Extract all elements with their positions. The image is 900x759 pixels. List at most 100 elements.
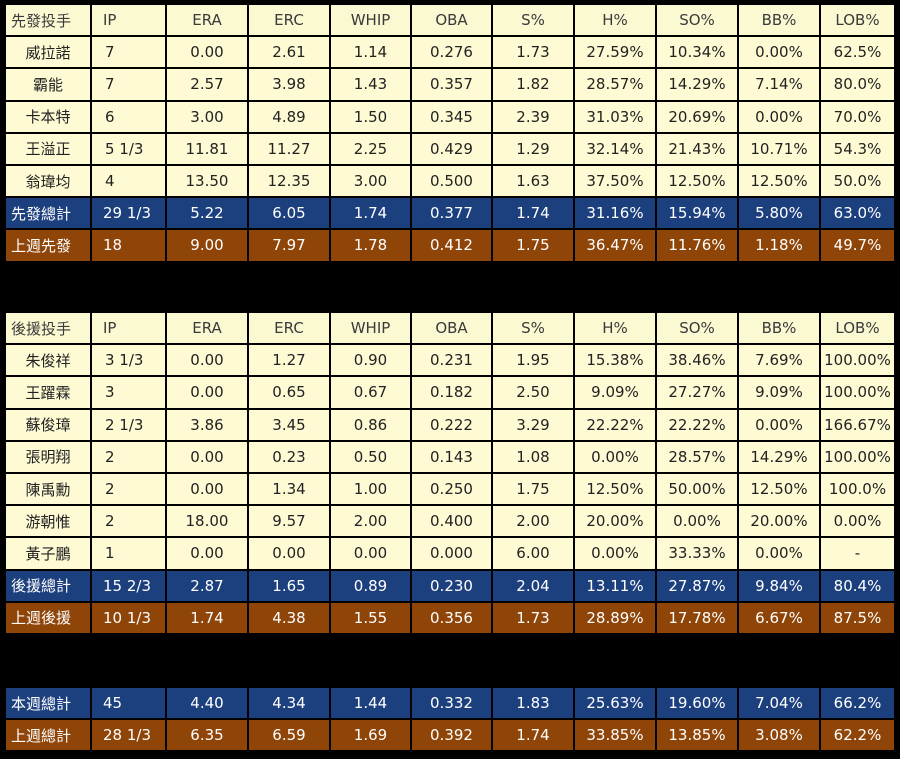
stat-cell: ERA [166,4,248,37]
stat-cell: 2 [91,440,166,473]
stat-cell: 0.00 [166,36,248,69]
last-week-total-row: 上週總計 28 1/3 6.35 6.59 1.69 0.392 1.74 33.85% 13.… [5,719,895,752]
stat-cell: 11.76% [656,229,738,262]
stat-cell: 15.38% [574,344,656,377]
stat-cell: 27.87% [656,569,738,602]
stat-cell: 6.00 [492,537,574,570]
stat-cell: 9.09% [738,376,820,409]
stat-cell: 0.00 [166,537,248,570]
stat-cell: 2.50 [492,376,574,409]
stat-cell: 2 [91,505,166,538]
stat-cell: H% [574,312,656,345]
stat-cell: 3.98 [248,68,330,101]
stat-cell: H% [574,4,656,37]
stat-cell: 27.59% [574,36,656,69]
row-label-cell: 黃子鵬 [5,537,91,570]
row-label-cell: 游朝惟 [5,505,91,538]
stat-cell: 1.74 [166,601,248,634]
stat-cell: 0.332 [411,687,492,720]
stat-cell: 15.94% [656,197,738,230]
stat-cell: 0.412 [411,229,492,262]
stat-cell: 37.50% [574,164,656,198]
stat-cell: 4.38 [248,601,330,634]
row-label-cell: 上週先發 [5,229,91,262]
stat-cell: 80.4% [820,569,895,602]
stat-cell: 18.00 [166,505,248,538]
stat-cell: 0.00% [574,440,656,473]
stat-cell: 7.04% [738,687,820,720]
header-row: 後援投手 IP ERA ERC WHIP OBA S% H% SO% BB% LOB% [5,312,895,345]
stat-cell: 33.85% [574,719,656,752]
stat-cell: 29 1/3 [91,197,166,230]
stat-cell: 1.29 [492,132,574,165]
stat-cell: 1.74 [330,197,411,230]
stat-cell: ERC [248,4,330,37]
stat-cell: 13.11% [574,569,656,602]
stat-cell: 1.14 [330,36,411,69]
stat-cell: 70.0% [820,100,895,133]
stat-cell: 2.04 [492,569,574,602]
row-label-cell: 霸能 [5,68,91,101]
stat-cell: 0.345 [411,100,492,133]
stat-cell: LOB% [820,4,895,37]
stat-cell: 10 1/3 [91,601,166,634]
stat-cell: 0.250 [411,472,492,506]
stat-cell: 1.08 [492,440,574,473]
row-label-cell: 蘇俊璋 [5,408,91,441]
stat-cell: 20.00% [738,505,820,538]
stat-cell: 0.377 [411,197,492,230]
stat-cell: 1.75 [492,229,574,262]
stat-cell: 13.50 [166,164,248,198]
stat-cell: 0.000 [411,537,492,570]
pitcher-row: 朱俊祥 3 1/3 0.00 1.27 0.90 0.231 1.95 15.38% 38.46… [5,344,895,377]
stat-cell: BB% [738,4,820,37]
stat-cell: 28 1/3 [91,719,166,752]
stat-cell: 7 [91,68,166,101]
row-label-cell: 威拉諾 [5,36,91,69]
stat-cell: 0.00% [574,537,656,570]
starters-table: 先發投手 IP ERA ERC WHIP OBA S% H% SO% BB% LOB% 威拉諾 7 0.0… [5,4,895,262]
stat-cell: 0.276 [411,36,492,69]
stat-cell: 0.00 [248,537,330,570]
stat-cell: 4.34 [248,687,330,720]
pitcher-row: 黃子鵬 1 0.00 0.00 0.00 0.000 6.00 0.00% 33.33% 0.00… [5,537,895,570]
stat-cell: 20.69% [656,100,738,133]
stat-cell: 14.29% [656,68,738,101]
stat-cell: 62.5% [820,36,895,69]
stat-cell: 22.22% [574,408,656,441]
stat-cell: 1.74 [492,719,574,752]
stat-cell: 0.429 [411,132,492,165]
stat-cell: 4.89 [248,100,330,133]
stat-cell: 9.57 [248,505,330,538]
stat-cell: 0.00% [738,537,820,570]
stat-cell: 1.73 [492,36,574,69]
stat-cell: 45 [91,687,166,720]
stat-cell: 12.50% [738,164,820,198]
stat-cell: 1.50 [330,100,411,133]
stat-cell: 7.14% [738,68,820,101]
row-label-cell: 後援總計 [5,569,91,602]
stat-cell: 17.78% [656,601,738,634]
stat-cell: 2.00 [330,505,411,538]
stat-cell: SO% [656,4,738,37]
stat-cell: 14.29% [738,440,820,473]
pitcher-row: 翁瑋均 4 13.50 12.35 3.00 0.500 1.63 37.50% 12.50% 1… [5,164,895,198]
pitcher-row: 游朝惟 2 18.00 9.57 2.00 0.400 2.00 20.00% 0.00% 20.… [5,505,895,538]
stat-cell: 12.50% [574,472,656,506]
row-label-cell: 朱俊祥 [5,344,91,377]
stat-cell: 13.85% [656,719,738,752]
stat-cell: 0.400 [411,505,492,538]
stat-cell: 0.90 [330,344,411,377]
stat-cell: 12.50% [738,472,820,506]
stat-cell: 27.27% [656,376,738,409]
row-label-cell: 後援投手 [5,312,91,345]
stat-cell: 3.29 [492,408,574,441]
stat-cell: 31.16% [574,197,656,230]
stat-cell: 63.0% [820,197,895,230]
stat-cell: BB% [738,312,820,345]
stat-cell: 5.22 [166,197,248,230]
stat-cell: 3 [91,376,166,409]
stat-cell: 100.00% [820,344,895,377]
stat-cell: 1.27 [248,344,330,377]
stat-cell: 49.7% [820,229,895,262]
